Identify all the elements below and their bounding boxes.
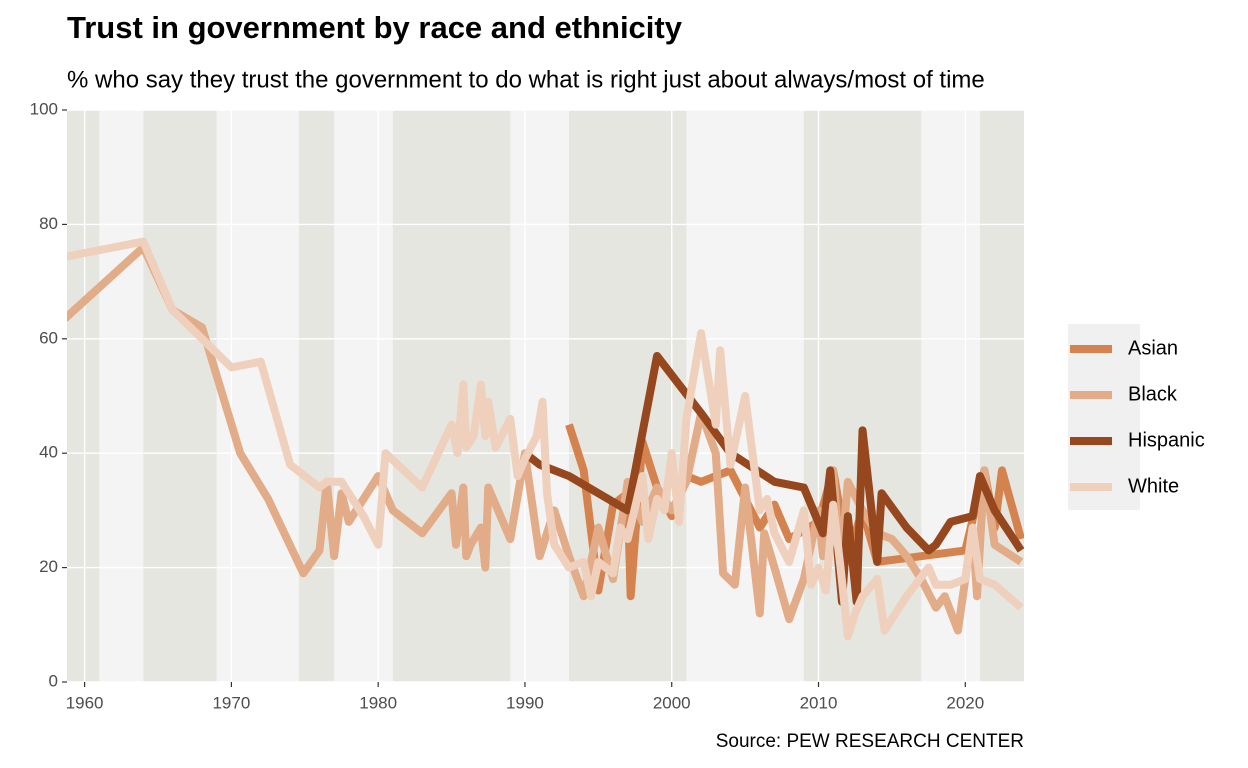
source: Source: PEW RESEARCH CENTER [716, 731, 1024, 752]
x-tick-label: 1980 [359, 693, 397, 712]
x-tick-label: 2010 [800, 693, 838, 712]
x-tick-label: 1990 [506, 693, 544, 712]
y-tick-label: 0 [49, 671, 58, 690]
legend-label: White [1128, 475, 1179, 497]
y-tick-label: 20 [39, 557, 58, 576]
chart-subtitle: % who say they trust the government to d… [67, 66, 985, 93]
x-tick-label: 2020 [946, 693, 984, 712]
y-tick-label: 60 [39, 328, 58, 347]
shaded-period [298, 110, 335, 682]
lines [67, 237, 1024, 641]
shaded-period [67, 110, 100, 682]
legend-label: Black [1128, 383, 1178, 405]
chart-title: Trust in government by race and ethnicit… [67, 10, 683, 45]
axes: 0 20 40 60 80 100 1960 1970 1980 1990 2000 2010 2020 [30, 99, 985, 712]
series-line [67, 237, 1024, 641]
x-tick-label: 1970 [212, 693, 250, 712]
y-tick-label: 40 [39, 443, 58, 462]
series-line [522, 351, 1024, 606]
x-tick-label: 2000 [653, 693, 691, 712]
y-tick-label: 100 [30, 99, 58, 118]
y-tick-label: 80 [39, 214, 58, 233]
shaded-period [143, 110, 217, 682]
legend: Asian Black Hispanic White [1070, 337, 1205, 497]
x-tick-label: 1960 [66, 693, 104, 712]
shaded-period [392, 110, 511, 682]
legend-label: Hispanic [1128, 429, 1205, 451]
legend-label: Asian [1128, 337, 1178, 359]
legend-background [1068, 324, 1140, 510]
